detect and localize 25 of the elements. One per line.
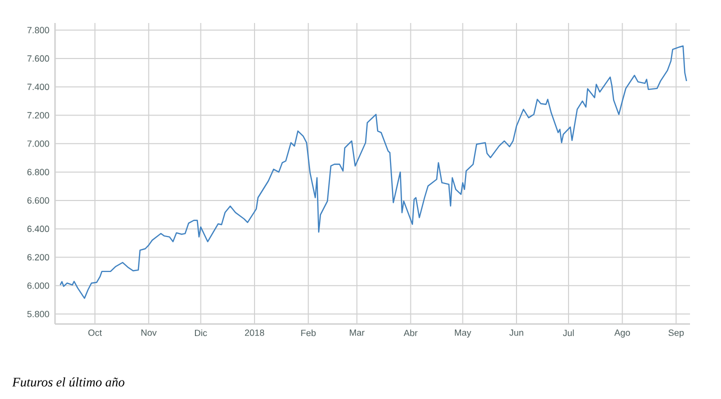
x-tick-label: Oct [88, 330, 102, 336]
x-tick-label: Abr [404, 330, 418, 336]
y-tick-label: 7.000 [27, 140, 50, 147]
x-tick-label: Feb [301, 330, 316, 336]
y-tick-label: 6.200 [27, 254, 50, 260]
line-series [60, 45, 688, 299]
x-tick-label: Sep [668, 330, 684, 338]
y-tick-label: 6.800 [27, 168, 50, 176]
x-tick-label: 2018 [244, 330, 264, 336]
y-tick-label: 6.000 [27, 282, 50, 289]
y-tick-label: 6.400 [27, 226, 50, 232]
x-tick-label: May [454, 330, 472, 338]
x-tick-label: Jul [562, 330, 574, 336]
y-tick-label: 5.800 [27, 310, 50, 318]
x-tick-label: Mar [350, 330, 364, 336]
y-tick-label: 6.600 [27, 197, 50, 204]
x-tick-label: Jun [509, 330, 524, 336]
y-tick-label: 7.200 [27, 112, 50, 118]
x-tick-label: Ago [614, 330, 630, 338]
y-tick-label: 7.800 [27, 26, 50, 34]
y-tick-label: 7.400 [27, 84, 50, 90]
x-tick-label: Dic [194, 330, 208, 336]
x-tick-label: Nov [141, 330, 157, 336]
y-tick-label: 7.600 [27, 55, 50, 62]
text: Futuros el último año [12, 377, 124, 387]
